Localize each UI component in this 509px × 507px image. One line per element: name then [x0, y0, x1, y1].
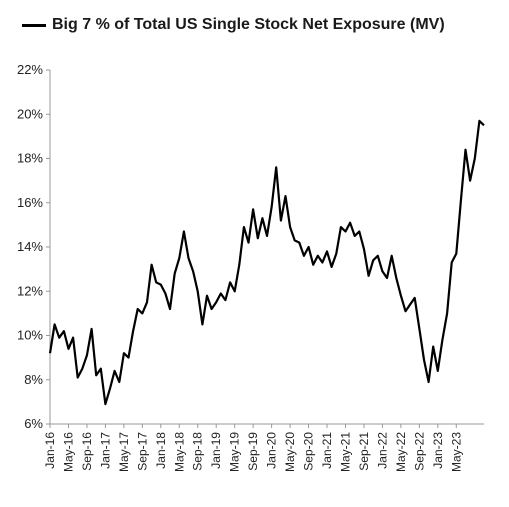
- x-tick-label: Jan-17: [98, 432, 112, 469]
- y-tick-label: 18%: [17, 151, 43, 166]
- legend-label: Big 7 % of Total US Single Stock Net Exp…: [52, 16, 445, 33]
- y-tick-label: 12%: [17, 283, 43, 298]
- y-tick-label: 10%: [17, 328, 43, 343]
- x-tick-label: Sep-17: [135, 432, 149, 471]
- x-tick-label: May-16: [61, 432, 75, 472]
- x-tick-label: Jan-22: [375, 432, 389, 469]
- x-tick-label: Sep-16: [80, 432, 94, 471]
- y-tick-label: 22%: [17, 62, 43, 77]
- x-tick-label: May-22: [394, 432, 408, 472]
- x-tick-label: Sep-19: [246, 432, 260, 471]
- y-tick-label: 8%: [24, 372, 43, 387]
- x-tick-label: Sep-21: [357, 432, 371, 471]
- y-tick-label: 16%: [17, 195, 43, 210]
- y-tick-label: 14%: [17, 239, 43, 254]
- x-tick-label: Jan-16: [43, 432, 57, 469]
- y-tick-label: 20%: [17, 106, 43, 121]
- x-tick-label: Jan-23: [431, 432, 445, 469]
- legend-line-swatch: [22, 23, 46, 27]
- y-tick-label: 6%: [24, 416, 43, 431]
- x-tick-label: Sep-18: [191, 432, 205, 471]
- x-tick-label: Jan-20: [265, 432, 279, 469]
- x-tick-label: Sep-20: [302, 432, 316, 471]
- x-tick-label: May-23: [449, 432, 463, 472]
- legend: Big 7 % of Total US Single Stock Net Exp…: [22, 16, 445, 34]
- series-line: [48, 119, 485, 406]
- x-tick-label: May-21: [338, 432, 352, 472]
- x-tick-label: Jan-18: [154, 432, 168, 469]
- x-tick-label: May-18: [172, 432, 186, 472]
- x-tick-label: May-20: [283, 432, 297, 472]
- x-tick-label: Jan-19: [209, 432, 223, 469]
- x-tick-label: May-19: [228, 432, 242, 472]
- x-tick-label: Jan-21: [320, 432, 334, 469]
- x-tick-label: Sep-22: [412, 432, 426, 471]
- x-tick-label: May-17: [117, 432, 131, 472]
